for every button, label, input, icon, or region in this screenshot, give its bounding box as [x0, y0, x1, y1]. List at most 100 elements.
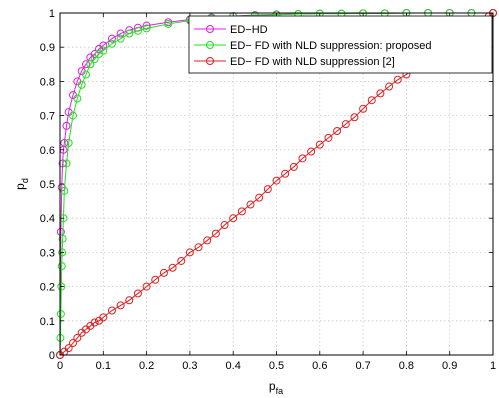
x-tick-label: 0	[57, 360, 63, 372]
x-tick-label: 0.2	[139, 360, 154, 372]
data-point	[68, 111, 77, 120]
x-tick-label: 0.1	[96, 360, 111, 372]
data-point	[298, 154, 307, 163]
data-point	[107, 34, 116, 43]
data-point	[263, 185, 272, 194]
x-tick-label: 0.8	[399, 360, 414, 372]
legend-label-ed-hd: ED−HD	[230, 24, 268, 36]
data-point	[73, 333, 82, 342]
data-point	[307, 147, 316, 156]
y-tick-label: 0.9	[40, 42, 55, 54]
legend: ED−HD ED− FD with NLD suppression: propo…	[188, 15, 493, 74]
data-point	[289, 162, 298, 171]
data-point	[64, 138, 73, 147]
data-point	[86, 60, 95, 69]
data-point	[58, 248, 67, 257]
data-point	[57, 282, 66, 291]
x-axis-label-base: p	[269, 379, 276, 393]
x-tick-label: 0.7	[355, 360, 370, 372]
x-tick-label: 1	[490, 360, 496, 372]
data-point	[324, 133, 333, 142]
data-point	[203, 236, 212, 245]
y-tick-label: 0.4	[40, 213, 55, 225]
data-point	[367, 96, 376, 105]
data-point	[68, 339, 77, 348]
data-point	[142, 21, 151, 30]
data-point	[62, 159, 71, 168]
data-point	[164, 19, 173, 28]
x-axis-label-sub: fa	[276, 386, 284, 396]
y-tick-label: 0	[49, 350, 55, 362]
x-tick-label: 0.3	[182, 360, 197, 372]
data-point	[81, 70, 90, 79]
data-point	[81, 60, 90, 69]
data-point	[58, 234, 67, 243]
y-axis-label-sub: d	[20, 178, 30, 183]
data-point	[151, 275, 160, 284]
data-point	[281, 169, 290, 178]
legend-label-reference: ED− FD with NLD suppression [2]	[230, 56, 395, 68]
data-point	[90, 318, 99, 327]
data-point	[64, 344, 73, 353]
data-point	[393, 75, 402, 84]
legend-entry-reference: ED− FD with NLD suppression [2]	[194, 56, 395, 68]
x-tick-label: 0.9	[442, 360, 457, 372]
y-tick-label: 0.7	[40, 111, 55, 123]
data-point	[56, 309, 65, 318]
y-tick-label: 0.3	[40, 247, 55, 259]
data-point	[60, 138, 69, 147]
legend-marker-proposed	[206, 41, 214, 49]
legend-entry-proposed: ED− FD with NLD suppression: proposed	[194, 40, 431, 52]
x-tick-label: 0.5	[269, 360, 284, 372]
data-point	[315, 140, 324, 149]
data-point	[90, 50, 99, 59]
legend-marker-ed-hd	[206, 25, 214, 33]
x-tick-label: 0.6	[312, 360, 327, 372]
data-point	[177, 256, 186, 265]
ticks: 0 0.1 0.2 0.3 0.4 0.5 0.6 0.7 0.8 0.9 1 0 0.1 0.2 0.3 0…	[40, 8, 496, 372]
data-point	[220, 221, 229, 230]
data-point	[194, 243, 203, 252]
y-tick-label: 0.2	[40, 282, 55, 294]
y-tick-label: 1	[49, 8, 55, 20]
data-point	[229, 214, 238, 223]
data-point	[116, 34, 125, 43]
x-tick-label: 0.4	[226, 360, 241, 372]
data-point	[359, 104, 368, 113]
y-tick-label: 0.1	[40, 316, 55, 328]
x-axis-label: pfa	[269, 379, 283, 396]
data-point	[246, 200, 255, 209]
y-tick-label: 0.6	[40, 145, 55, 157]
data-point	[116, 301, 125, 310]
data-point	[341, 120, 350, 129]
data-point	[142, 24, 151, 33]
data-point	[255, 193, 264, 202]
data-point	[90, 55, 99, 64]
data-point	[159, 268, 168, 277]
data-point	[125, 296, 134, 305]
data-point	[385, 82, 394, 91]
legend-label-proposed: ED− FD with NLD suppression: proposed	[230, 40, 431, 52]
data-point	[168, 263, 177, 272]
data-point	[99, 46, 108, 55]
data-point	[376, 89, 385, 98]
data-point	[77, 80, 86, 89]
data-point	[133, 26, 142, 35]
y-tick-label: 0.8	[40, 76, 55, 88]
series-line	[59, 12, 493, 356]
data-point	[99, 41, 108, 50]
legend-box	[188, 15, 493, 74]
data-point	[272, 176, 281, 185]
data-point	[333, 126, 342, 135]
data-point	[60, 186, 69, 195]
data-point	[107, 39, 116, 48]
data-point	[185, 248, 194, 257]
data-point	[350, 113, 359, 122]
y-axis-label: pd	[13, 178, 30, 190]
data-point	[62, 121, 71, 130]
data-point	[125, 29, 134, 38]
data-point	[211, 229, 220, 238]
data-point	[73, 94, 82, 103]
data-point	[142, 282, 151, 291]
